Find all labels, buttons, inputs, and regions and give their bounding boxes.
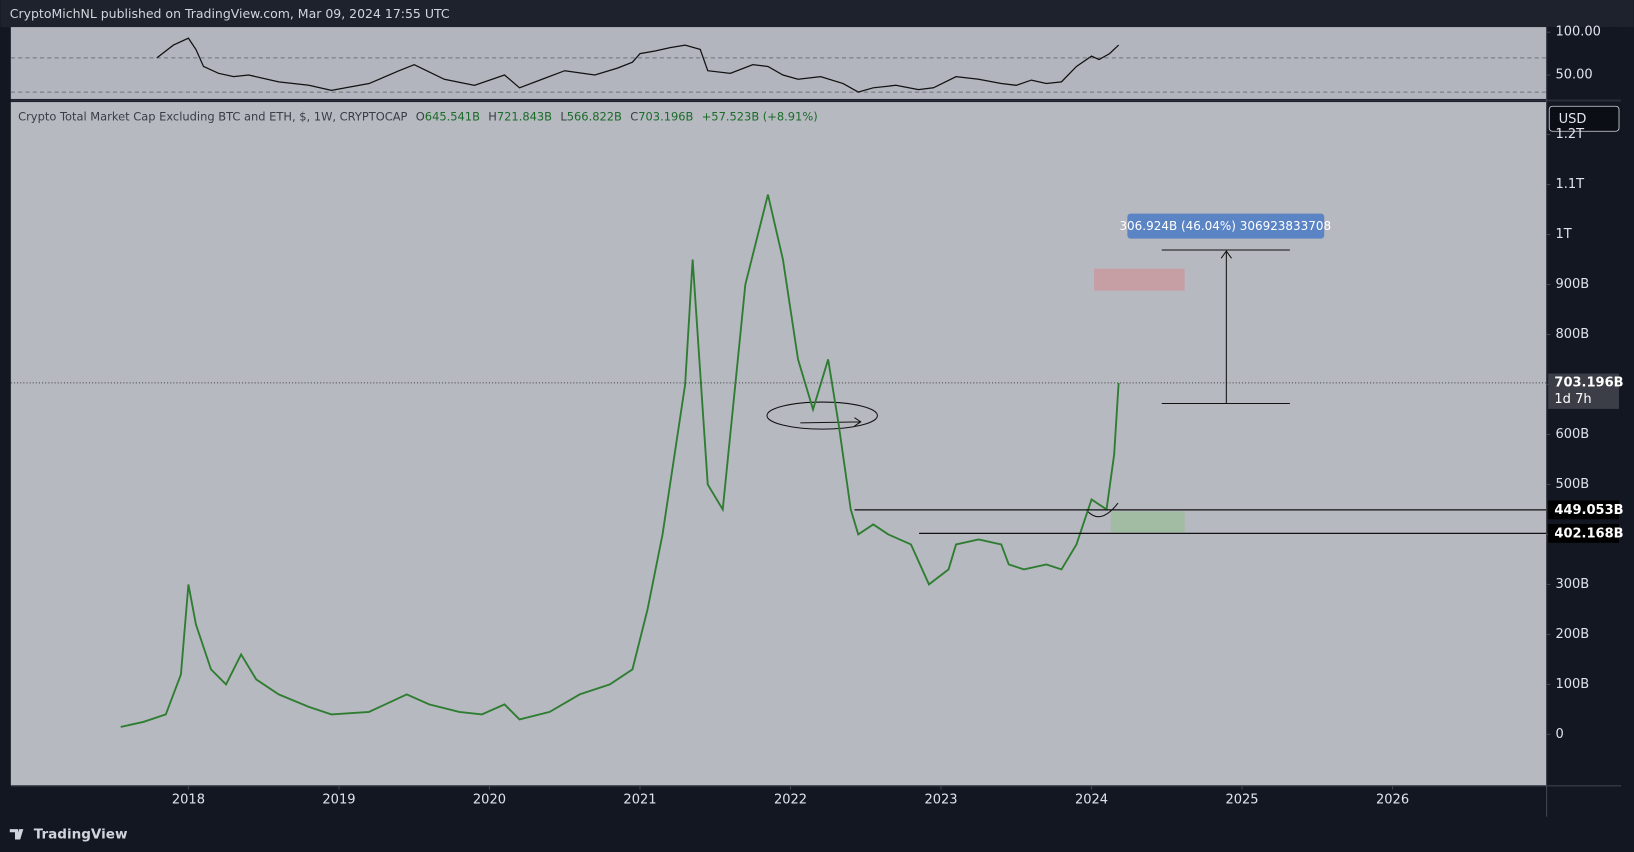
level-tag (1548, 523, 1620, 543)
published-line: CryptoMichNL published on TradingView.co… (10, 6, 450, 21)
y-tick-label: 800B (1555, 327, 1589, 342)
measure-tag (1127, 213, 1325, 239)
x-tick-label: 2018 (172, 792, 205, 807)
legend-key: H (488, 109, 497, 123)
y-tick-label: 600B (1555, 427, 1589, 442)
y-tick-label: 1.2T (1555, 127, 1584, 142)
highlight-ellipse (766, 401, 878, 430)
time-axis (10, 785, 1547, 817)
y-tick-label: 200B (1555, 627, 1589, 642)
countdown-label: 1d 7h (1554, 392, 1591, 407)
x-tick-label: 2026 (1376, 792, 1409, 807)
legend-change: +57.523B (+8.91%) (702, 109, 818, 123)
brand-logo (9, 829, 24, 840)
y-tick-label: 0 (1555, 727, 1563, 742)
legend-symbol: Crypto Total Market Cap Excluding BTC an… (18, 109, 407, 123)
rsi-pane (10, 27, 1547, 99)
x-tick-label: 2021 (623, 792, 656, 807)
y-tick-label: 1T (1555, 227, 1571, 242)
x-tick-label: 2023 (924, 792, 957, 807)
brand: TradingView (34, 826, 128, 842)
curve-mark (1086, 502, 1119, 518)
support-box (1110, 511, 1185, 533)
y-tick-label: 500B (1555, 477, 1589, 492)
header-bar (0, 0, 1634, 28)
target-box (1094, 268, 1185, 291)
y-tick-label: 50.00 (1555, 67, 1592, 82)
legend-value: 645.541B (425, 109, 480, 123)
x-tick-label: 2024 (1075, 792, 1108, 807)
level-label: 449.053B (1554, 503, 1623, 518)
measure-label: 306.924B (46.04%) 306923833708 (1119, 219, 1331, 233)
legend: Crypto Total Market Cap Excluding BTC an… (18, 109, 818, 123)
legend-value: 566.822B (567, 109, 622, 123)
series-line (120, 194, 1120, 728)
y-tick-label: 100.00 (1555, 25, 1601, 40)
legend-key: L (560, 109, 567, 123)
currency-label: USD (1559, 112, 1587, 127)
legend-key: C (630, 109, 638, 123)
legend-value: 721.843B (497, 109, 552, 123)
currency-button[interactable] (1548, 105, 1620, 132)
x-tick-label: 2022 (774, 792, 807, 807)
legend-key: O (416, 109, 425, 123)
x-tick-label: 2020 (473, 792, 506, 807)
y-tick-label: 1.1T (1555, 177, 1584, 192)
x-tick-label: 2025 (1226, 792, 1259, 807)
last-price-tag (1548, 373, 1620, 409)
ellipse-arrow (800, 417, 862, 427)
y-tick-label: 100B (1555, 677, 1589, 692)
level-label: 402.168B (1554, 526, 1623, 541)
x-tick-label: 2019 (322, 792, 355, 807)
main-pane (10, 102, 1547, 786)
last-price-label: 703.196B (1554, 375, 1623, 390)
series-line (156, 37, 1120, 93)
y-tick-label: 900B (1555, 277, 1589, 292)
y-tick-label: 300B (1555, 577, 1589, 592)
level-tag (1548, 500, 1620, 520)
legend-value: 703.196B (638, 109, 693, 123)
measure-arrowhead (1220, 250, 1232, 259)
